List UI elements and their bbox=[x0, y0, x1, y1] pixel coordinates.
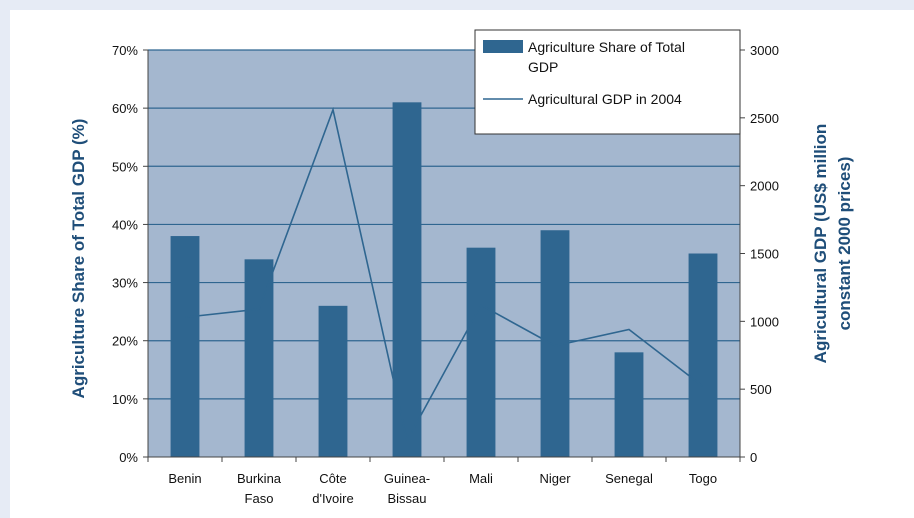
legend-swatch-bar bbox=[483, 40, 523, 53]
y2-axis-title: Agricultural GDP (US$ million constant 20… bbox=[811, 124, 854, 364]
y2-tick-label: 500 bbox=[750, 382, 772, 397]
y-tick-label: 20% bbox=[112, 334, 138, 349]
line-series bbox=[184, 106, 704, 443]
x-tick-label: Côte d'Ivoire bbox=[312, 471, 354, 506]
x-tick-label: Togo bbox=[689, 471, 717, 486]
legend: Agriculture Share of Total GDP Agricultur… bbox=[474, 29, 741, 135]
x-tick-label: Guinea-Bissau bbox=[384, 471, 430, 506]
series-line bbox=[184, 106, 704, 443]
legend-label-line: Agricultural GDP in 2004 bbox=[528, 91, 682, 107]
y-tick-label: 0% bbox=[119, 450, 138, 465]
x-tick-label: Burkina Faso bbox=[237, 471, 282, 506]
bar bbox=[318, 305, 348, 457]
bar bbox=[244, 259, 274, 457]
y2-tick-label: 0 bbox=[750, 450, 757, 465]
bar bbox=[466, 247, 496, 457]
y2-tick-label: 2000 bbox=[750, 179, 779, 194]
x-tick-label: Senegal bbox=[605, 471, 653, 486]
x-axis-ticks: Benin Burkina Faso Côte d'Ivoire Guinea-Bissa… bbox=[147, 457, 741, 506]
left-axis-ticks: 0% 10% 20% 30% 40% 50% 60% 70% bbox=[112, 43, 148, 465]
y-tick-label: 10% bbox=[112, 392, 138, 407]
y2-tick-label: 2500 bbox=[750, 111, 779, 126]
bar bbox=[392, 102, 422, 457]
x-tick-label: Niger bbox=[539, 471, 571, 486]
y-tick-label: 30% bbox=[112, 276, 138, 291]
y2-tick-label: 1500 bbox=[750, 247, 779, 262]
y-tick-label: 50% bbox=[112, 159, 138, 174]
y2-tick-label: 1000 bbox=[750, 314, 779, 329]
y-tick-label: 40% bbox=[112, 217, 138, 232]
x-tick-label: Mali bbox=[469, 471, 493, 486]
bar bbox=[614, 352, 644, 457]
y-tick-label: 60% bbox=[112, 101, 138, 116]
y2-tick-label: 3000 bbox=[750, 43, 779, 58]
bar bbox=[170, 236, 200, 457]
y-tick-label: 70% bbox=[112, 43, 138, 58]
bar bbox=[688, 253, 718, 457]
legend-label-bar: Agriculture Share of Total GDP bbox=[528, 39, 685, 75]
y-axis-title: Agriculture Share of Total GDP (%) bbox=[69, 119, 88, 399]
right-axis-ticks: 0 500 1000 1500 2000 2500 3000 bbox=[740, 43, 779, 465]
x-tick-label: Benin bbox=[168, 471, 201, 486]
